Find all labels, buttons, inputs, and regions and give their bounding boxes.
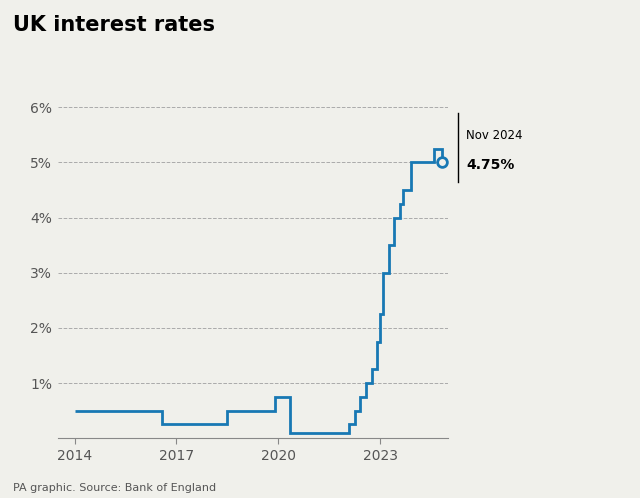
- Text: Nov 2024: Nov 2024: [466, 128, 522, 141]
- Text: UK interest rates: UK interest rates: [13, 15, 215, 35]
- Text: 4.75%: 4.75%: [466, 158, 515, 172]
- Text: PA graphic. Source: Bank of England: PA graphic. Source: Bank of England: [13, 483, 216, 493]
